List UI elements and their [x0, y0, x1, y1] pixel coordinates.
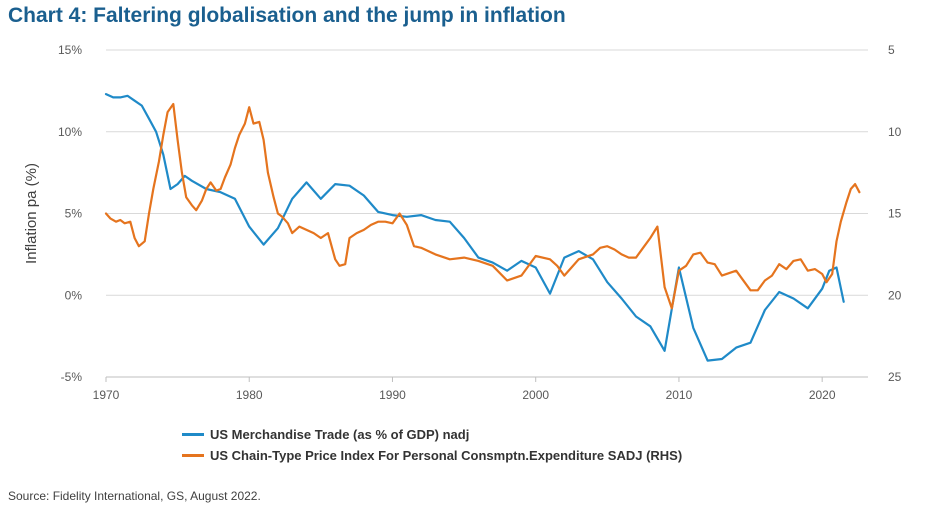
- gridlines: [106, 49, 868, 296]
- right-tick-label: 25: [888, 370, 902, 384]
- y-axis-label: Inflation pa (%): [23, 163, 40, 264]
- left-tick-label: 0%: [65, 288, 83, 302]
- series-line-trade: [104, 92, 845, 362]
- x-tick-label: 2000: [522, 388, 549, 402]
- x-tick-label: 1990: [379, 388, 406, 402]
- legend-label-trade: US Merchandise Trade (as % of GDP) nadj: [210, 427, 470, 442]
- x-tick-label: 1970: [93, 388, 120, 402]
- legend-item-pce: US Chain-Type Price Index For Personal C…: [182, 445, 682, 466]
- right-axis-ticks: 5 10 15 20 25: [888, 43, 902, 384]
- left-axis-ticks: 15% 10% 5% 0% -5%: [58, 43, 82, 384]
- legend-label-pce: US Chain-Type Price Index For Personal C…: [210, 448, 683, 463]
- legend: US Merchandise Trade (as % of GDP) nadj …: [182, 424, 682, 466]
- right-tick-label: 15: [888, 207, 902, 221]
- right-tick-label: 10: [888, 125, 902, 139]
- legend-swatch-pce: [182, 454, 204, 457]
- chart-title: Chart 4: Faltering globalisation and the…: [8, 4, 566, 27]
- left-tick-label: 15%: [58, 43, 82, 57]
- left-tick-label: -5%: [61, 370, 83, 384]
- x-tick-label: 2010: [666, 388, 693, 402]
- legend-item-trade: US Merchandise Trade (as % of GDP) nadj: [182, 424, 682, 445]
- x-tick-label: 2020: [809, 388, 836, 402]
- right-tick-label: 20: [888, 288, 902, 302]
- left-tick-label: 5%: [65, 207, 83, 221]
- x-tick-label: 1980: [236, 388, 263, 402]
- series-line-pce: [104, 102, 861, 310]
- left-tick-label: 10%: [58, 125, 82, 139]
- right-tick-label: 5: [888, 43, 895, 57]
- x-axis-ticks: 1970 1980 1990 2000 2010 2020: [93, 377, 836, 402]
- series-lines: [104, 92, 861, 362]
- legend-swatch-trade: [182, 433, 204, 436]
- source-note: Source: Fidelity International, GS, Augu…: [8, 489, 261, 503]
